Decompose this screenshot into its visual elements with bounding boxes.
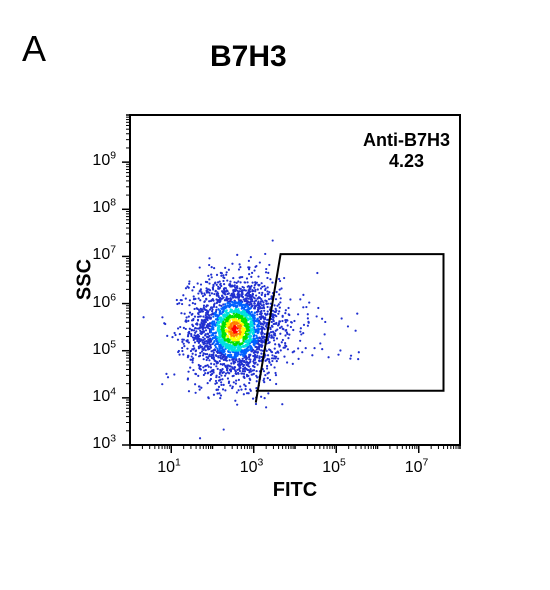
tick-label: 107 [405,459,429,477]
figure-panel: A B7H3 SSC FITC Anti-B7H3 4.23 101103105… [0,0,550,590]
tick-label: 109 [92,152,116,170]
tick-label: 107 [92,246,116,264]
tick-label: 101 [157,459,181,477]
x-axis-label: FITC [265,479,325,502]
tick-label: 108 [92,199,116,217]
tick-label: 106 [92,294,116,312]
tick-label: 105 [92,341,116,359]
tick-label: 104 [92,388,116,406]
gate-label: Anti-B7H3 4.23 [363,130,450,171]
tick-label: 103 [240,459,264,477]
tick-label: 103 [92,435,116,453]
tick-label: 105 [322,459,346,477]
